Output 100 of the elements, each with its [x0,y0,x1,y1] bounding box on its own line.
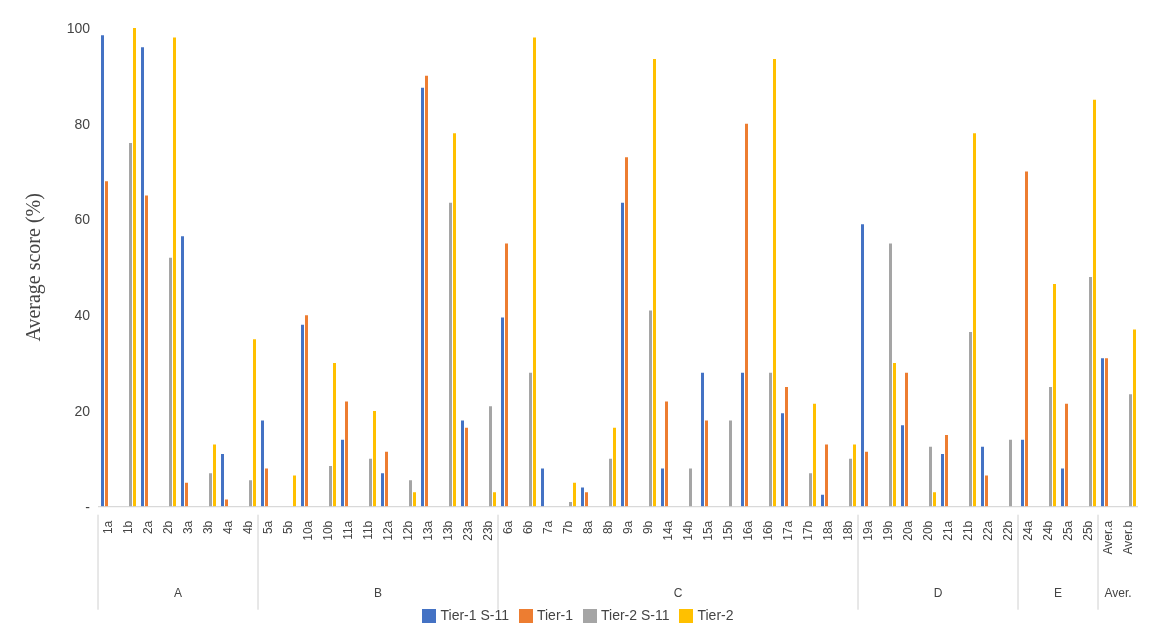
bar [293,475,296,507]
bar [1065,403,1068,507]
x-tick-label: 10a [301,520,315,541]
bar [773,59,776,507]
bar [381,473,384,507]
x-tick-label: 25b [1081,520,1095,541]
x-tick-label: 19b [881,520,895,541]
bar [741,372,744,507]
x-tick-label: 23b [481,520,495,541]
x-tick-label: 11a [341,520,355,540]
bar [973,133,976,507]
x-tick-label: 25a [1061,520,1075,541]
bar [465,427,468,507]
bar [333,363,336,507]
bar [505,243,508,507]
bar [1061,468,1064,507]
y-tick-label: 40 [74,307,91,324]
x-tick-label: 14b [681,520,695,541]
bar [853,444,856,507]
x-tick-label: 18b [841,520,855,541]
x-tick-label: 6b [521,520,535,535]
bar [621,202,624,507]
x-tick-label: 16a [741,520,755,541]
x-tick-label: 24a [1021,520,1035,541]
bar [689,468,692,507]
bar [889,243,892,507]
x-tick-label: 8b [601,520,615,535]
bar [649,310,652,507]
bar [533,37,536,507]
x-tick-label: 6a [501,520,515,535]
bar [253,339,256,507]
bar [981,446,984,507]
bar [453,133,456,507]
x-tick-label: 17a [781,520,795,541]
bar [821,494,824,507]
bar [425,75,428,507]
bar [369,458,372,507]
x-tick-label: 15b [721,520,735,541]
bar [933,492,936,507]
y-axis-title: Average score (%) [22,193,46,342]
bar [745,123,748,507]
bar [133,28,136,507]
bar [785,387,788,507]
bar [905,372,908,507]
bar [501,317,504,507]
bar [385,451,388,507]
x-tick-label: 9b [641,520,655,535]
bar [1025,171,1028,507]
bar [301,324,304,507]
bar [585,492,588,507]
bar [413,492,416,507]
legend-label: Tier-1 S-11 [440,606,509,623]
bar [493,492,496,507]
bar [373,410,376,507]
bar [1093,99,1096,507]
x-tick-label: 2b [161,520,175,535]
bar [781,413,784,507]
bar [901,425,904,507]
bar [421,87,424,507]
bar [221,454,224,507]
x-tick-label: 1a [101,520,115,535]
x-tick-label: 11b [361,520,375,540]
bar [209,473,212,507]
bar [1089,276,1092,507]
text: Aver. [1104,585,1132,600]
bar [1053,284,1056,507]
legend-label: Tier-2 S-11 [601,606,670,623]
x-tick-label: 3b [201,520,215,535]
bar [529,372,532,507]
y-tick-label: 20 [74,402,91,419]
bar [813,403,816,507]
x-tick-label: Aver.a [1101,520,1115,555]
x-tick-label: 22b [1001,520,1015,541]
bar [609,458,612,507]
bar [1105,358,1108,507]
x-tick-label: 23a [461,520,475,541]
x-tick-label: 1b [121,520,135,535]
x-tick-label: 16b [761,520,775,541]
bar [185,482,188,507]
bar [341,439,344,507]
bar [705,420,708,507]
bar [625,157,628,507]
bar [865,451,868,507]
bar [665,401,668,507]
text: B [373,585,383,600]
x-tick-label: Aver.b [1121,520,1135,555]
x-tick-label: 17b [801,520,815,541]
bar [945,434,948,507]
x-tick-label: 12a [381,520,395,541]
x-tick-label: 3a [181,520,195,535]
y-tick-label: 100 [66,19,91,36]
x-tick-label: 8a [581,520,595,535]
bar [449,202,452,507]
x-tick-label: 9a [621,520,635,535]
bar [1129,394,1132,507]
bar [581,487,584,507]
bar [701,372,704,507]
x-tick-label: 5a [261,520,275,535]
bar [1009,439,1012,507]
bar [969,331,972,507]
